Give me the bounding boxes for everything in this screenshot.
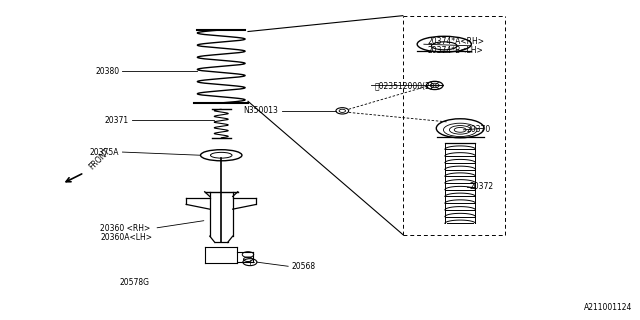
Text: N350013: N350013 xyxy=(244,106,278,115)
Text: 20372: 20372 xyxy=(470,182,494,191)
Text: A211001124: A211001124 xyxy=(584,303,632,312)
Text: 20360 <RH>: 20360 <RH> xyxy=(100,224,150,233)
Text: 20371: 20371 xyxy=(105,116,129,125)
Text: 20374*A<RH>: 20374*A<RH> xyxy=(427,36,484,45)
Text: 20360A<LH>: 20360A<LH> xyxy=(100,233,152,242)
Text: 20380: 20380 xyxy=(95,67,119,76)
Text: 20374*B<LH>: 20374*B<LH> xyxy=(427,46,483,55)
Text: ⓓ023512000(2): ⓓ023512000(2) xyxy=(374,81,433,90)
Text: 20568: 20568 xyxy=(291,262,316,271)
Text: 20375A: 20375A xyxy=(90,148,119,156)
Text: FRONT: FRONT xyxy=(88,146,112,171)
Text: 20578G: 20578G xyxy=(119,278,149,287)
Text: 20370: 20370 xyxy=(467,125,491,134)
